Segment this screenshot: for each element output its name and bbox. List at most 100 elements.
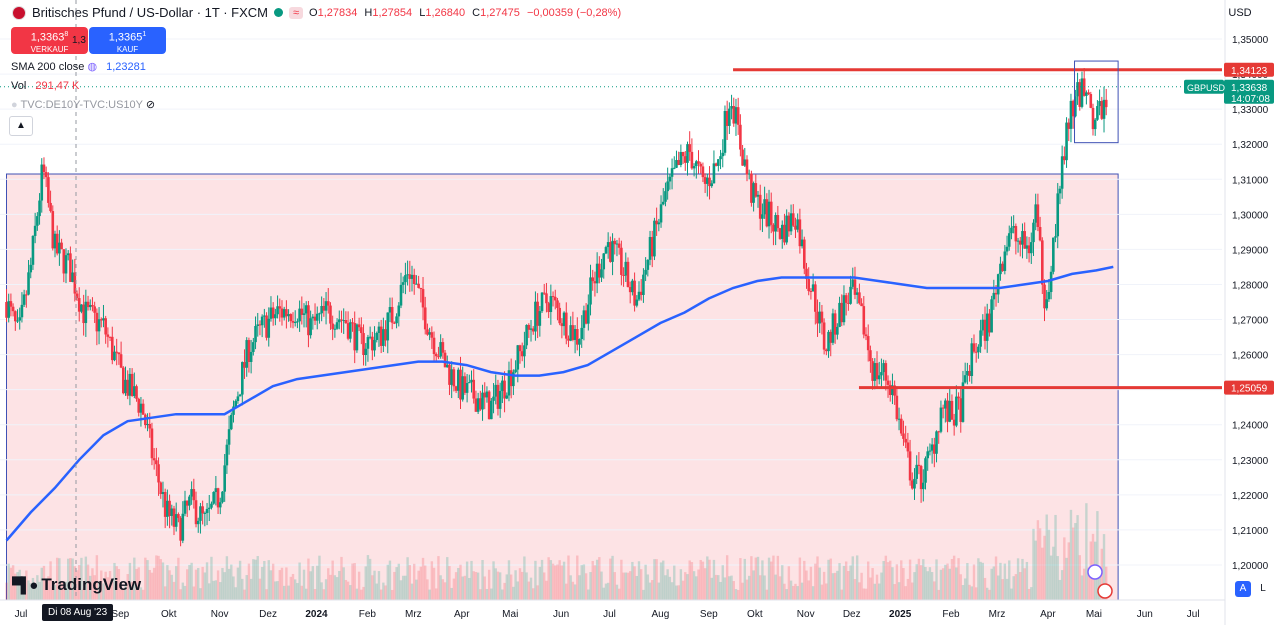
volume-bar [282, 585, 286, 600]
candle-body [787, 215, 791, 232]
sma-settings-icon[interactable]: ◍ [87, 61, 98, 73]
candle-body [382, 329, 385, 346]
tradingview-logo[interactable]: ▀▌● TradingView [12, 575, 141, 595]
candle-body [49, 202, 52, 212]
candle-body [922, 482, 925, 490]
x-tick-label: Jul [15, 609, 28, 620]
candle-body [311, 316, 315, 319]
volume-bar [532, 588, 535, 600]
volume-bar [457, 567, 460, 600]
volume-legend[interactable]: Vol 291,47 K [11, 80, 79, 92]
candle-body [736, 107, 740, 125]
volume-bar [525, 572, 528, 600]
volume-bar [840, 589, 843, 600]
candle-body [9, 301, 13, 307]
compare-legend[interactable]: ● TVC:DE10Y-TVC:US10Y ⊘ [11, 98, 155, 111]
candle-body [950, 400, 954, 420]
volume-bar [562, 561, 566, 600]
sell-button[interactable]: 1,33638 VERKAUF [11, 27, 88, 54]
volume-bar [670, 582, 674, 600]
x-tick-label: Feb [942, 609, 960, 620]
candle-body [439, 342, 442, 357]
volume-bar [386, 564, 389, 600]
candle-body [108, 336, 112, 338]
candle-body [721, 152, 725, 157]
candle-body [36, 216, 39, 226]
last-price-tag-bg [1224, 79, 1274, 104]
volume-bar [747, 575, 751, 600]
auto-scale-button[interactable]: A [1235, 581, 1251, 597]
volume-bar [518, 568, 522, 600]
log-scale-button[interactable]: L [1260, 583, 1266, 594]
candle-body [1025, 245, 1029, 249]
candle-body [437, 356, 440, 358]
waves-icon[interactable]: ≈ [288, 6, 304, 19]
volume-bar [263, 560, 266, 600]
volume-bar [785, 589, 788, 600]
volume-bar [216, 570, 220, 600]
candle-body [714, 163, 718, 166]
candle-body [639, 291, 643, 295]
volume-bar [578, 575, 581, 600]
volume-bar [1058, 579, 1062, 600]
candle-body [1091, 107, 1095, 130]
volume-bar [278, 570, 281, 600]
volume-bar [89, 575, 92, 600]
sma-indicator-legend[interactable]: SMA 200 close ◍ 1,23281 [11, 60, 146, 73]
volume-bar [776, 555, 780, 600]
candle-body [304, 305, 308, 314]
candle-body [778, 228, 782, 239]
volume-bar [646, 574, 650, 600]
candle-body [287, 314, 290, 317]
candle-body [518, 345, 522, 352]
volume-bar [957, 558, 960, 600]
candle-body [979, 330, 982, 347]
symbol-title[interactable]: Britisches Pfund / US-Dollar · 1T · FXCM [32, 5, 268, 20]
candle-body [750, 173, 753, 203]
volume-bar [878, 583, 881, 600]
candle-body [397, 305, 401, 317]
candle-body [139, 403, 143, 413]
volume-bar [102, 583, 105, 600]
candle-body [152, 458, 156, 461]
candle-body [20, 304, 24, 318]
volume-bar [426, 579, 429, 600]
buy-button[interactable]: 1,33651 KAUF [89, 27, 166, 54]
candle-body [1102, 99, 1106, 119]
volume-bar [152, 567, 156, 600]
volume-bar [73, 566, 77, 600]
candle-body [789, 213, 793, 232]
volume-bar [404, 575, 407, 600]
volume-bar [842, 565, 846, 600]
collapse-legend-button[interactable]: ▲ [9, 116, 33, 136]
candle-body [873, 363, 877, 381]
candle-body [258, 324, 262, 326]
volume-bar [1036, 520, 1040, 600]
volume-bar [551, 563, 555, 600]
candle-body [628, 287, 632, 293]
candle-body [386, 312, 390, 341]
volume-bar [22, 579, 26, 600]
volume-bar [490, 588, 493, 600]
candle-body [155, 460, 158, 465]
candle-body [146, 423, 149, 426]
candle-body [474, 398, 478, 412]
volume-bar [280, 567, 284, 600]
volume-bar [853, 579, 857, 600]
vol-value: 291,47 K [35, 80, 80, 92]
volume-bar [576, 555, 579, 600]
volume-bar [723, 577, 727, 600]
candle-body [1052, 237, 1055, 272]
hidden-eye-icon[interactable]: ⊘ [145, 99, 156, 111]
currency-selector[interactable]: USD [1228, 7, 1252, 19]
candle-body [463, 376, 467, 393]
candle-body [961, 382, 965, 422]
volume-bar [1003, 563, 1007, 600]
candle-body [924, 458, 927, 483]
candle-body [364, 348, 368, 356]
volume-bar [946, 563, 949, 600]
volume-bar [917, 558, 921, 600]
volume-bar [675, 585, 678, 600]
volume-bar [759, 575, 762, 600]
